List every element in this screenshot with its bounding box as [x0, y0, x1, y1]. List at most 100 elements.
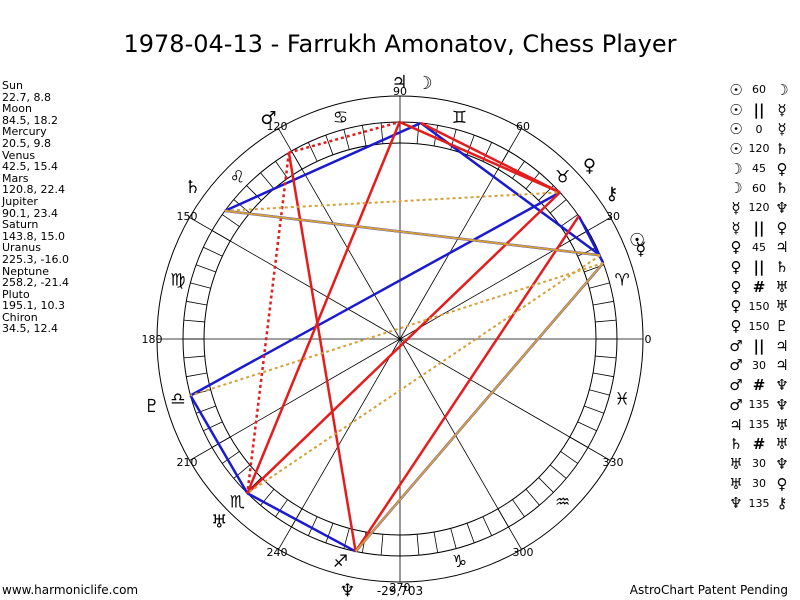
aspect-angle: || [753, 218, 765, 237]
uranus-icon: ♅ [729, 474, 743, 493]
degree-label: 60 [516, 120, 530, 133]
aspect-row: ☽ 60 ♄ [726, 178, 792, 198]
saturn-icon: ♄ [775, 139, 789, 158]
sign-spoke [278, 338, 401, 550]
cancer-icon: ♋ [333, 108, 348, 128]
jupiter-icon: ♃ [775, 238, 789, 257]
planet-values: 90.1, 23.4 [2, 206, 58, 220]
degree-tick [307, 516, 318, 536]
mars-icon: ♂ [260, 108, 276, 129]
mercury-icon: ☿ [635, 239, 646, 260]
planet-values: 258.2, -21.4 [2, 276, 69, 290]
aspect-line [189, 191, 561, 397]
aspect-row: ☉ || ☿ [726, 100, 792, 120]
planet-values: 22.7, 8.8 [2, 90, 51, 104]
degree-tick [246, 185, 262, 201]
degree-label: 270 [390, 581, 411, 594]
aspect-line [224, 209, 601, 257]
degree-tick [549, 199, 567, 214]
neptune-icon: ♆ [339, 581, 355, 600]
mercury-icon: ☿ [731, 198, 741, 217]
aspect-line [287, 152, 357, 552]
chart-title: 1978-04-13 - Farrukh Amonatov, Chess Pla… [123, 30, 677, 58]
planet-name: Venus [2, 148, 36, 162]
pisces-icon: ♓ [615, 390, 630, 410]
saturn-icon: ♄ [185, 177, 201, 198]
aspect-row: ♀ 150 ♇ [726, 316, 792, 336]
planet-name: Jupiter [2, 194, 38, 208]
aspect-line [354, 262, 605, 553]
planet-name: Saturn [2, 218, 39, 232]
degree-tick [592, 372, 614, 378]
degree-tick [233, 199, 251, 214]
aspect-angle: 30 [752, 457, 766, 471]
aspect-angle: 30 [752, 477, 766, 491]
planet-values: 143.8, 15.0 [2, 229, 65, 243]
capricorn-icon: ♑ [452, 552, 467, 572]
aspect-row: ♂ # ♆ [726, 375, 792, 395]
venus-icon: ♀ [730, 238, 742, 257]
degree-tick [183, 355, 205, 359]
degree-tick [433, 531, 439, 553]
degree-tick [589, 282, 610, 289]
degree-tick [525, 488, 540, 506]
degree-tick [186, 372, 208, 378]
website-link[interactable]: www.harmoniclife.com [2, 583, 139, 597]
neptune-icon: ♆ [775, 454, 789, 473]
aspect-line [354, 215, 580, 553]
aspect-list: ☉ 60 ☽ ☉ || ☿ ☉ 0 ☿ ☉ 120 ♄ ☽ 45 ♀ ☽ 60 ♄ ☿ 120 ♆ ☿ || ♀ ♀ 45 ♃ ♀ ||… [726, 80, 792, 513]
aspect-row: ♂ || ♃ [726, 336, 792, 356]
saturn-icon: ♄ [775, 179, 789, 198]
venus-icon: ♀ [730, 317, 742, 336]
planet-name: Chiron [2, 310, 38, 324]
aspect-row: ♀ # ♅ [726, 277, 792, 297]
aspect-line [246, 254, 601, 495]
chiron-icon: ⚷ [605, 183, 618, 204]
sign-spoke [189, 217, 401, 340]
jupiter-icon: ♃ [775, 356, 789, 375]
aspect-row: ♆ 135 ⚷ [726, 493, 792, 513]
planet-values: 20.5, 9.8 [2, 136, 51, 150]
planet-name: Uranus [2, 241, 41, 255]
aspect-angle: 60 [752, 83, 766, 97]
degree-tick [450, 528, 457, 549]
degree-tick [183, 319, 205, 323]
aspect-angle: || [753, 258, 765, 277]
aspect-row: ☿ 120 ♆ [726, 198, 792, 218]
neptune-icon: ♆ [775, 376, 789, 395]
degree-tick [592, 300, 614, 306]
neptune-icon: ♆ [775, 395, 789, 414]
planet-values: 42.5, 15.4 [2, 160, 58, 174]
aspect-angle: 135 [748, 398, 770, 412]
planet-name: Mars [2, 171, 29, 185]
aspect-row: ☽ 45 ♀ [726, 159, 792, 179]
degree-tick [595, 355, 617, 359]
degree-tick [195, 264, 216, 273]
saturn-icon: ♄ [775, 258, 789, 277]
aspect-line [224, 121, 422, 212]
degree-label: 180 [142, 333, 163, 346]
mars-icon: ♂ [729, 376, 743, 395]
aspect-angle: 135 [748, 418, 770, 432]
degree-label: 240 [267, 546, 288, 559]
aspect-row: ☉ 120 ♄ [726, 139, 792, 159]
degree-tick [416, 534, 420, 556]
venus-icon: ♀ [583, 155, 596, 176]
jupiter-icon: ♃ [775, 336, 789, 355]
degree-tick [560, 214, 578, 227]
degree-tick [186, 300, 208, 306]
pluto-icon: ♇ [144, 396, 160, 417]
aspect-angle: 0 [755, 122, 763, 136]
aspect-angle: 45 [752, 162, 766, 176]
moon-icon: ☽ [729, 159, 743, 178]
aspect-row: ♄ # ♅ [726, 434, 792, 454]
degree-tick [482, 516, 493, 536]
patent-note: AstroChart Patent Pending [629, 583, 788, 597]
pluto-icon: ♇ [775, 317, 789, 336]
sun-icon: ☉ [629, 230, 645, 251]
aspect-angle: || [753, 100, 765, 119]
degree-tick [307, 142, 318, 162]
aspect-line [288, 120, 400, 154]
sign-spoke [399, 338, 522, 550]
